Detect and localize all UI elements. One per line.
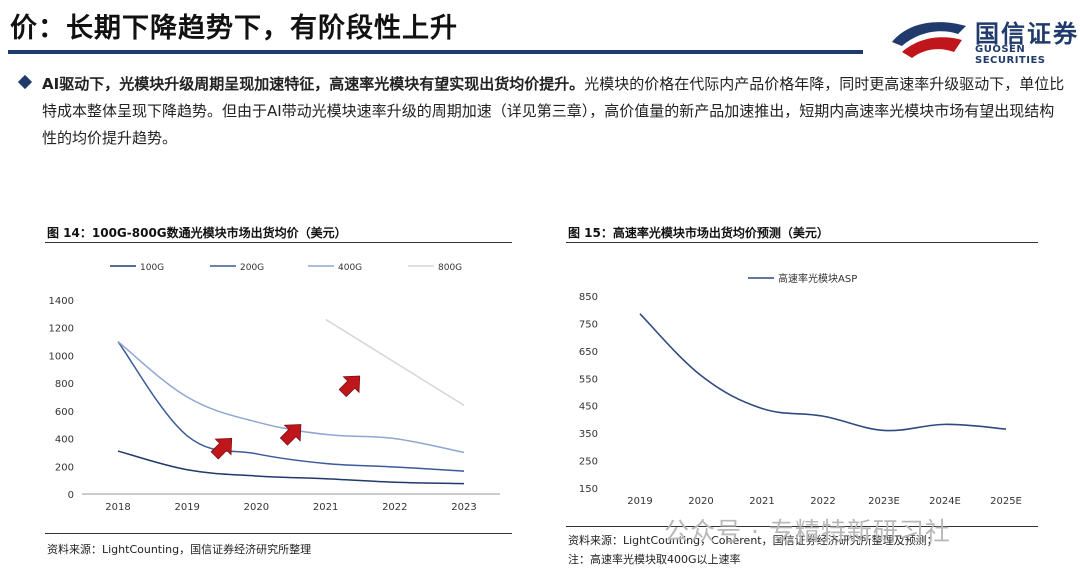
legend-label-400G: 400G [338, 263, 362, 273]
y-tick-label: 0 [68, 490, 74, 501]
trend-arrow-shape [279, 424, 302, 446]
trend-arrow-icon [210, 437, 233, 460]
x-tick-label: 2022 [810, 496, 835, 507]
series-line-100G [117, 450, 465, 485]
series-line-asp [639, 313, 1007, 432]
trend-arrow-shape [210, 437, 233, 460]
summary-paragraph: AI驱动下，光模块升级周期呈现加速特征，高速率光模块有望实现出货均价提升。光模块… [17, 71, 1065, 152]
logo-chinese-name: 国信证券 [975, 20, 1079, 48]
figure15-note: 注：高速率光模块取400G以上速率 [568, 553, 741, 566]
figure15-rule [566, 242, 1038, 243]
diamond-bullet-icon [17, 74, 33, 90]
y-tick-label: 200 [55, 462, 74, 473]
x-tick-label: 2018 [105, 502, 130, 513]
x-tick-label: 2021 [313, 502, 338, 513]
figure15-bottom-rule [566, 526, 1038, 527]
y-tick-label: 550 [579, 374, 598, 385]
watermark-text: 公众号 · 专精特新研习社 [664, 517, 951, 546]
y-tick-label: 1400 [49, 296, 74, 307]
trend-arrow-icon [279, 424, 302, 446]
title-underline [8, 50, 863, 54]
legend-label-800G: 800G [438, 263, 462, 273]
x-tick-label: 2022 [382, 502, 407, 513]
figure14-title: 图 14：100G-800G数通光模块市场出货均价（美元） [47, 226, 347, 240]
y-tick-label: 800 [55, 379, 74, 390]
x-tick-label: 2019 [627, 496, 652, 507]
summary-text: 光模块的价格在代际内产品价格年降，同时更高速率升级驱动下，单位比特成本整体呈现下… [42, 75, 1065, 147]
y-tick-label: 150 [579, 484, 598, 495]
y-tick-label: 1000 [49, 351, 74, 362]
figure15-title: 图 15：高速率光模块市场出货均价预测（美元） [568, 226, 829, 240]
y-tick-label: 450 [579, 402, 598, 413]
x-tick-label: 2021 [749, 496, 774, 507]
figure14-rule [45, 242, 512, 243]
y-tick-label: 600 [55, 407, 74, 418]
y-tick-label: 750 [579, 319, 598, 330]
figure14-source: 资料来源：LightCounting，国信证券经济研究所整理 [47, 543, 312, 556]
x-tick-label: 2020 [244, 502, 269, 513]
summary-bold: AI驱动下，光模块升级周期呈现加速特征，高速率光模块有望实现出货均价提升。 [42, 75, 585, 93]
y-tick-label: 650 [579, 347, 598, 358]
y-tick-label: 350 [579, 429, 598, 440]
y-tick-label: 1200 [49, 324, 74, 335]
legend-label-200G: 200G [240, 263, 264, 273]
legend-label-100G: 100G [140, 263, 164, 273]
x-tick-label: 2025E [990, 496, 1022, 507]
x-tick-label: 2019 [174, 502, 199, 513]
trend-arrow-shape [338, 375, 361, 398]
figure14-bottom-rule [45, 533, 512, 534]
guosen-logo-icon [892, 22, 966, 58]
x-tick-label: 2024E [929, 496, 961, 507]
figure15-chart: 高速率光模块ASP 150 250 350 450 550 650 750 850 2019 202… [579, 272, 1022, 507]
figure15-source: 资料来源：LightCounting，Coherent，国信证券经济研究所整理及… [568, 534, 938, 547]
page-title: 价：长期下降趋势下，有阶段性上升 [10, 13, 458, 44]
x-tick-label: 2023E [868, 496, 900, 507]
trend-arrow-icon [338, 375, 361, 398]
x-tick-label: 2020 [688, 496, 713, 507]
series-line-200G [117, 341, 465, 472]
y-tick-label: 400 [55, 435, 74, 446]
figure14-chart: 100G 200G 400G 800G 0 200 400 600 800 1000 1200 140… [49, 263, 500, 513]
series-line-800G [325, 318, 465, 406]
y-tick-label: 850 [579, 292, 598, 303]
x-tick-label: 2023 [451, 502, 476, 513]
logo-english-name: GUOSEN SECURITIES [975, 44, 1046, 66]
legend-label-asp: 高速率光模块ASP [778, 272, 857, 285]
series-line-400G [117, 340, 465, 454]
y-tick-label: 250 [579, 457, 598, 468]
